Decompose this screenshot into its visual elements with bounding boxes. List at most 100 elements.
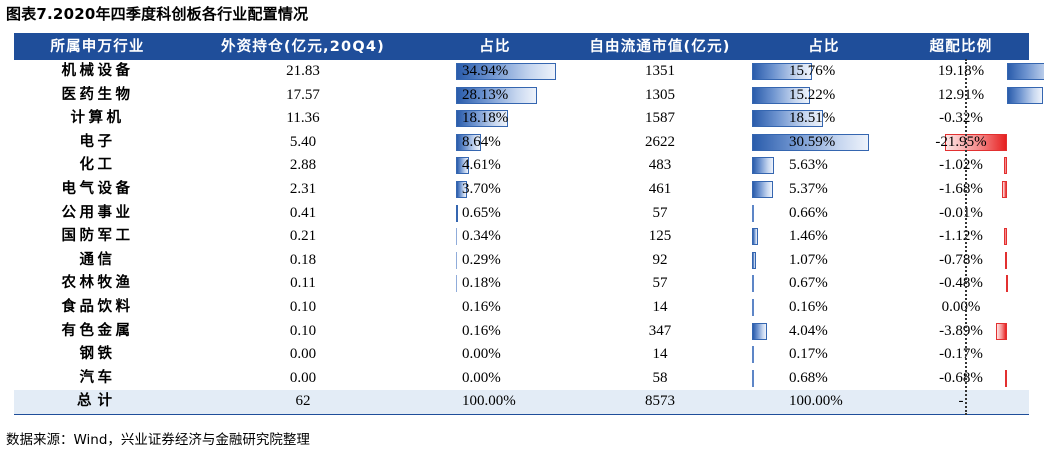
market-cap: 347	[648, 322, 672, 339]
overweight-bar	[1007, 63, 1044, 80]
share-value: 28.13%	[462, 86, 509, 103]
share-cell: 0.16%	[425, 296, 565, 320]
share-value: 0.00%	[462, 369, 501, 386]
share-bar	[456, 157, 470, 175]
foreign-holding: 2.88	[289, 157, 317, 174]
table-row: 食品饮料 0.10 0.16% 14 0.16% 0.00%	[14, 296, 1029, 320]
market-cap: 1587	[645, 110, 675, 127]
foreign-holding: 5.40	[289, 133, 317, 150]
table-row: 机械设备 21.83 34.94% 1351 15.76% 19.18%	[14, 60, 1044, 84]
overweight-value: -0.48%	[939, 275, 983, 292]
market-share-bar	[752, 275, 755, 293]
header-market-cap: 自由流通市值(亿元)	[589, 39, 731, 55]
source-note: 数据来源：Wind，兴业证券经济与金融研究院整理	[6, 432, 310, 448]
market-share-value: 30.59%	[789, 133, 836, 150]
market-share-cell: 0.16%	[752, 296, 893, 320]
foreign-holding: 0.00	[289, 369, 317, 386]
market-cap: 1351	[645, 63, 675, 79]
market-share-value: 15.22%	[789, 86, 836, 103]
overweight-value: -1.12%	[939, 228, 983, 245]
total-row: 总计 62 100.00% 8573 100.00% -	[14, 390, 1029, 415]
total-share-cell: 100.00%	[425, 390, 565, 414]
market-share-cell: 0.66%	[752, 202, 893, 226]
overweight-value: -1.02%	[939, 157, 983, 174]
overweight-cell: -0.32%	[893, 107, 1029, 131]
foreign-holding: 0.10	[289, 322, 317, 339]
industry-name: 钢铁	[79, 346, 116, 363]
total-label: 总计	[77, 393, 118, 410]
share-bar	[456, 180, 467, 198]
market-share-bar	[752, 86, 811, 104]
total-holding: 62	[295, 393, 311, 410]
total-market-cap: 8573	[645, 393, 675, 410]
share-value: 0.16%	[462, 322, 501, 339]
share-bar	[456, 228, 457, 246]
overweight-cell: 12.91%	[893, 84, 1044, 108]
overweight-cell: -1.68%	[893, 178, 1029, 202]
market-share-value: 5.37%	[789, 180, 828, 197]
overweight-bar	[1002, 180, 1007, 198]
industry-name: 通信	[79, 251, 116, 268]
market-share-bar	[752, 346, 754, 364]
overweight-cell: -3.89%	[893, 320, 1029, 344]
foreign-holding: 17.57	[286, 86, 320, 103]
foreign-holding: 0.21	[289, 228, 317, 245]
table-row: 医药生物 17.57 28.13% 1305 15.22% 12.91%	[14, 84, 1044, 108]
market-share-cell: 1.46%	[752, 225, 893, 249]
overweight-bar	[1005, 275, 1008, 293]
foreign-holding: 11.36	[286, 110, 320, 127]
share-cell: 4.61%	[425, 154, 565, 178]
table-header: 所属申万行业 外资持仓(亿元,20Q4) 占比 自由流通市值(亿元) 占比 超配…	[14, 33, 1029, 60]
header-foreign-holding: 外资持仓(亿元,20Q4)	[221, 39, 385, 55]
share-cell: 0.18%	[425, 272, 565, 296]
share-value: 0.65%	[462, 204, 501, 221]
industry-name: 农林牧渔	[61, 275, 134, 292]
table-row: 有色金属 0.10 0.16% 347 4.04% -3.89%	[14, 320, 1029, 344]
share-cell: 0.34%	[425, 225, 565, 249]
market-share-value: 0.16%	[789, 298, 828, 315]
overweight-value: -1.68%	[939, 180, 983, 197]
industry-name: 计算机	[70, 110, 125, 127]
foreign-holding: 0.11	[290, 275, 316, 292]
market-share-bar	[752, 204, 755, 222]
total-share: 100.00%	[462, 393, 516, 410]
industry-name: 电子	[79, 133, 116, 150]
table-body: 机械设备 21.83 34.94% 1351 15.76% 19.18% 医药生物 17.57…	[14, 60, 1044, 391]
share-value: 3.70%	[462, 180, 501, 197]
market-share-cell: 0.17%	[752, 343, 893, 367]
market-cap: 58	[652, 369, 668, 386]
market-share-bar	[752, 63, 813, 80]
overweight-cell: -0.01%	[893, 202, 1029, 226]
overweight-cell: 0.00%	[893, 296, 1029, 320]
market-cap: 2622	[645, 133, 675, 150]
share-bar	[456, 275, 457, 293]
table-row: 化工 2.88 4.61% 483 5.63% -1.02%	[14, 154, 1029, 178]
overweight-value: 0.00%	[941, 298, 981, 315]
market-share-bar	[752, 133, 869, 151]
overweight-value: -0.68%	[939, 369, 983, 386]
industry-name: 医药生物	[61, 86, 134, 103]
zero-axis-line	[965, 59, 967, 415]
market-share-value: 15.76%	[789, 63, 836, 79]
share-value: 8.64%	[462, 133, 501, 150]
market-cap: 57	[652, 204, 668, 221]
industry-name: 机械设备	[61, 63, 134, 79]
industry-name: 食品饮料	[61, 298, 134, 315]
table-row: 公用事业 0.41 0.65% 57 0.66% -0.01%	[14, 202, 1029, 226]
share-cell: 18.18%	[425, 107, 565, 131]
share-cell: 0.00%	[425, 343, 565, 367]
market-share-cell: 15.22%	[752, 84, 893, 108]
overweight-cell: -0.78%	[893, 249, 1029, 273]
industry-name: 公用事业	[61, 204, 134, 221]
table-row: 汽车 0.00 0.00% 58 0.68% -0.68%	[14, 367, 1029, 391]
market-share-bar	[752, 251, 757, 269]
market-share-value: 0.66%	[789, 204, 828, 221]
share-cell: 0.16%	[425, 320, 565, 344]
total-market-share: 100.00%	[789, 393, 843, 410]
header-share: 占比	[479, 39, 511, 55]
overweight-cell: -0.17%	[893, 343, 1029, 367]
market-share-bar	[752, 110, 823, 128]
share-cell: 0.00%	[425, 367, 565, 391]
overweight-bar	[1003, 228, 1007, 246]
total-market-share-cell: 100.00%	[755, 390, 893, 414]
